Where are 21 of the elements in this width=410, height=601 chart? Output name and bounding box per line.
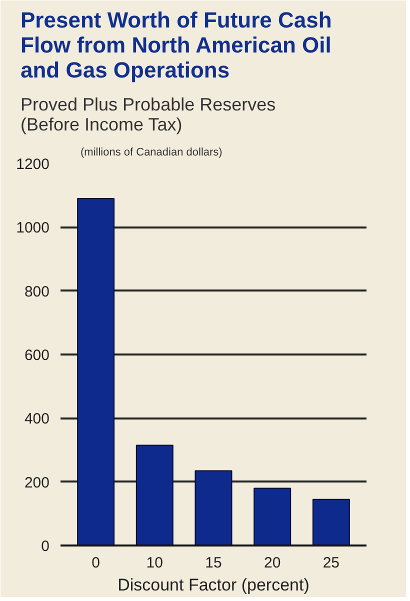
x-tick-label: 25	[322, 554, 340, 572]
bar	[77, 198, 115, 546]
y-tick-label: 0	[41, 538, 50, 555]
bar	[254, 488, 292, 546]
y-axis-title: (millions of Canadian dollars)	[80, 146, 222, 158]
bar	[312, 498, 350, 546]
bar	[194, 470, 232, 546]
chart-title: Present Worth of Future Cash Flow from North American Oil and Gas Operations	[20, 8, 332, 82]
x-axis-title: Discount Factor (percent)	[118, 576, 310, 594]
bar	[136, 444, 174, 546]
y-tick-label: 200	[24, 474, 50, 492]
y-tick-label: 1200	[16, 156, 50, 173]
y-tick-label: 800	[24, 283, 50, 300]
x-tick-label: 20	[264, 554, 281, 572]
y-tick-label: 600	[24, 347, 50, 364]
x-tick-label: 10	[146, 554, 163, 572]
x-tick-label: 0	[92, 554, 100, 572]
y-tick-label: 1000	[16, 220, 50, 237]
chart-subtitle: Proved Plus Probable Reserves (Before Income Tax)	[20, 94, 276, 134]
x-tick-label: 15	[205, 554, 222, 572]
y-tick-label: 400	[24, 410, 50, 428]
